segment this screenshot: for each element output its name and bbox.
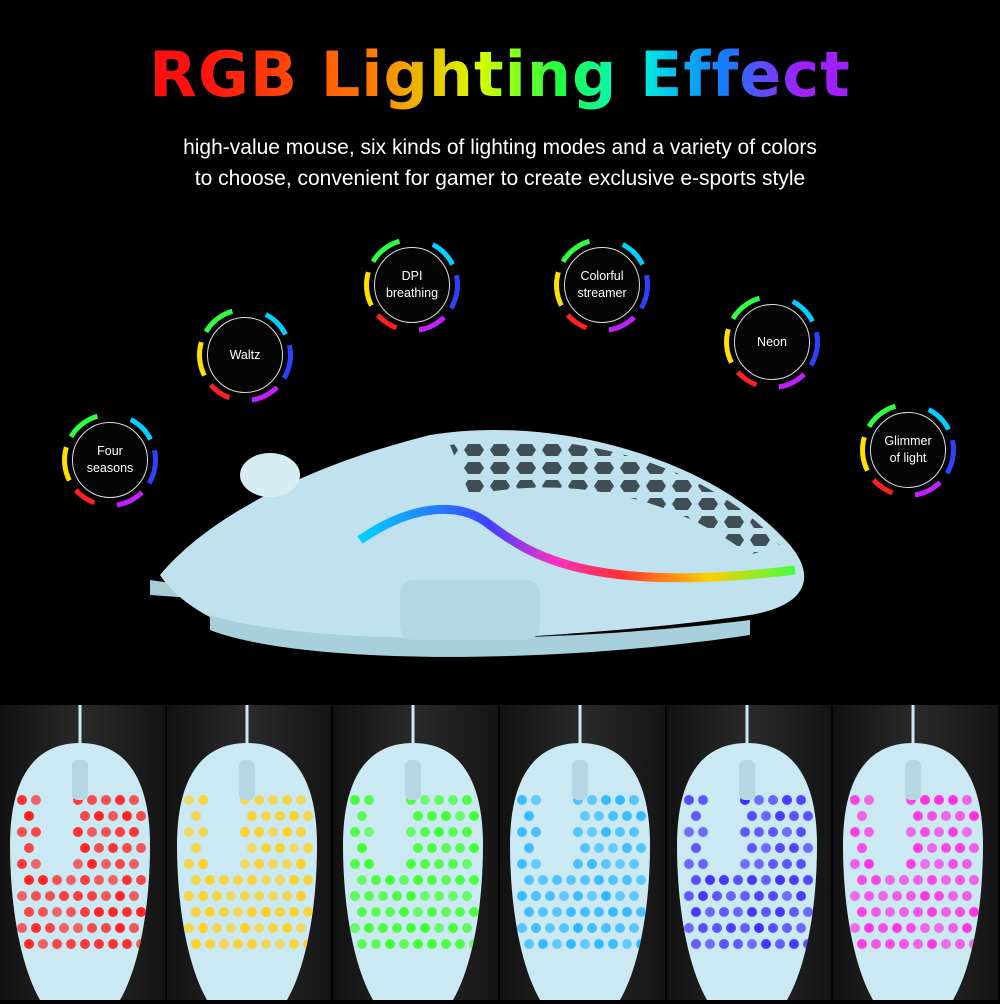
variant-pink: [833, 705, 1000, 1000]
color-variants: [0, 705, 1000, 1000]
page-title: RGB Lighting Effect: [0, 38, 1000, 111]
mode-ring-glimmer-of-light: Glimmer of light: [860, 402, 956, 498]
mouse-top-view: [833, 705, 997, 1000]
mode-ring-waltz: Waltz: [197, 307, 293, 403]
variant-blue: [500, 705, 667, 1000]
mouse-top-view: [500, 705, 664, 1000]
variant-yellow: [167, 705, 334, 1000]
subtitle-line: to choose, convenient for gamer to creat…: [0, 163, 1000, 194]
mode-label: Waltz: [207, 317, 283, 393]
mode-label: Glimmer of light: [870, 412, 946, 488]
variant-red: [0, 705, 167, 1000]
subtitle-line: high-value mouse, six kinds of lighting …: [0, 132, 1000, 163]
mouse-top-view: [0, 705, 164, 1000]
mouse-top-view: [333, 705, 497, 1000]
mode-ring-colorful-streamer: Colorful streamer: [554, 237, 650, 333]
mode-label: Four seasons: [72, 422, 148, 498]
subtitle: high-value mouse, six kinds of lighting …: [0, 132, 1000, 194]
mode-ring-four-seasons: Four seasons: [62, 412, 158, 508]
variant-green: [333, 705, 500, 1000]
mode-ring-dpi-breathing: DPI breathing: [364, 237, 460, 333]
mode-label: Neon: [734, 304, 810, 380]
variant-purple: [667, 705, 834, 1000]
mouse-side-image: [150, 405, 830, 695]
mouse-top-view: [167, 705, 331, 1000]
mode-label: Colorful streamer: [564, 247, 640, 323]
mouse-top-view: [667, 705, 831, 1000]
mode-ring-neon: Neon: [724, 294, 820, 390]
mode-label: DPI breathing: [374, 247, 450, 323]
